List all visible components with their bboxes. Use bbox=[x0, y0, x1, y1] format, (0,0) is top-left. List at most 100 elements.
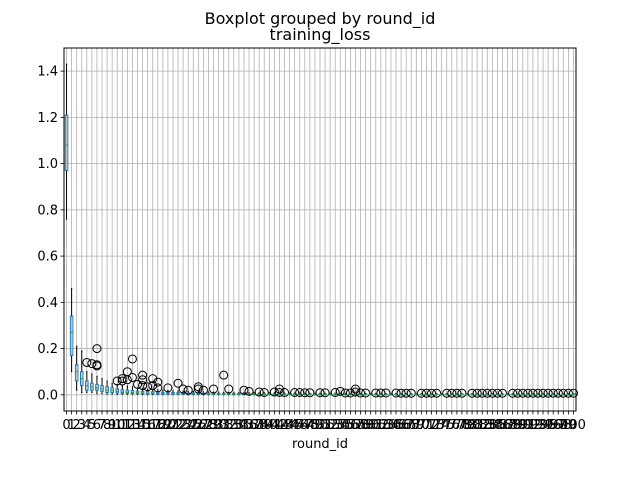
box-group bbox=[568, 388, 578, 398]
flier-point bbox=[487, 388, 497, 398]
flier-point bbox=[239, 385, 249, 395]
flier-point bbox=[518, 388, 528, 398]
x-tick-label: 54 bbox=[332, 418, 349, 433]
flier-point bbox=[421, 388, 431, 398]
x-tick-label: 1 bbox=[67, 418, 75, 433]
x-tick-label: 29 bbox=[205, 418, 222, 433]
x-tick-label: 15 bbox=[134, 418, 151, 433]
x-tick-label: 9 bbox=[108, 418, 116, 433]
box-group bbox=[198, 385, 208, 396]
x-tick-label: 27 bbox=[195, 418, 212, 433]
box-group bbox=[183, 385, 193, 396]
flier-point bbox=[538, 388, 548, 398]
box-group bbox=[381, 388, 391, 398]
box-group bbox=[143, 382, 153, 396]
x-tick-label: 89 bbox=[509, 418, 526, 433]
x-tick-label: 61 bbox=[367, 418, 384, 433]
box-group bbox=[171, 390, 175, 396]
x-tick-label: 81 bbox=[469, 418, 486, 433]
x-tick-label: 82 bbox=[474, 418, 491, 433]
flier-point bbox=[122, 375, 132, 385]
x-tick-label: 79 bbox=[459, 418, 476, 433]
box-group bbox=[508, 388, 518, 398]
x-tick-label: 37 bbox=[246, 418, 263, 433]
x-tick-label: 87 bbox=[499, 418, 516, 433]
box-group bbox=[105, 380, 109, 395]
x-tick-label: 69 bbox=[408, 418, 425, 433]
box-group bbox=[442, 388, 452, 398]
x-tick-label: 33 bbox=[226, 418, 243, 433]
flier-point bbox=[87, 359, 97, 369]
flier-point bbox=[183, 385, 193, 395]
flier-point bbox=[153, 383, 163, 393]
box-group bbox=[74, 345, 79, 391]
x-tick-label: 67 bbox=[398, 418, 415, 433]
y-tick-label: 0.8 bbox=[37, 203, 58, 218]
flier-point bbox=[315, 388, 325, 398]
flier-point bbox=[193, 384, 203, 394]
flier-point bbox=[117, 374, 127, 384]
flier-point bbox=[163, 383, 173, 393]
x-tick-label: 98 bbox=[555, 418, 572, 433]
flier-point bbox=[513, 388, 523, 398]
box-group bbox=[163, 383, 173, 396]
box-group bbox=[330, 388, 340, 398]
x-tick-label: 40 bbox=[261, 418, 278, 433]
flier-point bbox=[391, 388, 401, 398]
flier-point bbox=[558, 388, 568, 398]
x-tick-label: 72 bbox=[423, 418, 440, 433]
flier-point bbox=[447, 388, 457, 398]
box-group bbox=[538, 388, 548, 398]
flier-point bbox=[350, 387, 360, 397]
x-tick-label: 51 bbox=[317, 418, 334, 433]
box-group bbox=[92, 344, 102, 395]
box-group bbox=[457, 388, 467, 398]
flier-point bbox=[178, 384, 188, 394]
x-tick-label: 48 bbox=[302, 418, 319, 433]
x-tick-label: 74 bbox=[433, 418, 450, 433]
flier-point bbox=[553, 388, 563, 398]
box-group bbox=[254, 387, 264, 397]
flier-point bbox=[295, 388, 305, 398]
x-tick-label: 42 bbox=[271, 418, 288, 433]
box-group bbox=[477, 388, 487, 398]
box-group bbox=[368, 392, 373, 396]
x-tick-label: 45 bbox=[286, 418, 303, 433]
flier-point bbox=[280, 388, 290, 398]
box-group bbox=[290, 388, 300, 398]
flier-point bbox=[133, 379, 143, 389]
box-group bbox=[100, 378, 104, 395]
box-group bbox=[389, 392, 393, 396]
flier-point bbox=[457, 388, 467, 398]
flier-point bbox=[568, 388, 578, 398]
x-tick-label: 16 bbox=[139, 418, 156, 433]
y-tick-label: 0.2 bbox=[37, 342, 58, 357]
y-tick-label: 0.4 bbox=[37, 296, 58, 311]
flier-point bbox=[442, 388, 452, 398]
flier-point bbox=[472, 388, 482, 398]
x-tick-label: 65 bbox=[388, 418, 405, 433]
x-tick-label: 49 bbox=[307, 418, 324, 433]
x-tick-label: 93 bbox=[530, 418, 547, 433]
x-tick-label: 34 bbox=[231, 418, 248, 433]
x-tick-label: 100 bbox=[561, 418, 586, 433]
flier-point bbox=[173, 378, 183, 388]
x-tick-label: 84 bbox=[484, 418, 501, 433]
flier-point bbox=[396, 388, 406, 398]
box-group bbox=[112, 376, 122, 395]
box-group bbox=[305, 388, 315, 398]
box-group bbox=[447, 388, 457, 398]
box-group bbox=[432, 388, 442, 398]
box-group bbox=[206, 391, 211, 396]
x-axis-label: round_id bbox=[292, 437, 348, 452]
x-tick-label: 14 bbox=[129, 418, 146, 433]
box-group bbox=[224, 384, 234, 396]
x-tick-label: 95 bbox=[540, 418, 557, 433]
flier-point bbox=[406, 388, 416, 398]
flier-point bbox=[198, 385, 208, 395]
box-iqr bbox=[95, 383, 99, 391]
box-group bbox=[563, 388, 573, 398]
box-group bbox=[406, 388, 416, 398]
box-group bbox=[209, 384, 219, 396]
flier-point bbox=[320, 388, 330, 398]
